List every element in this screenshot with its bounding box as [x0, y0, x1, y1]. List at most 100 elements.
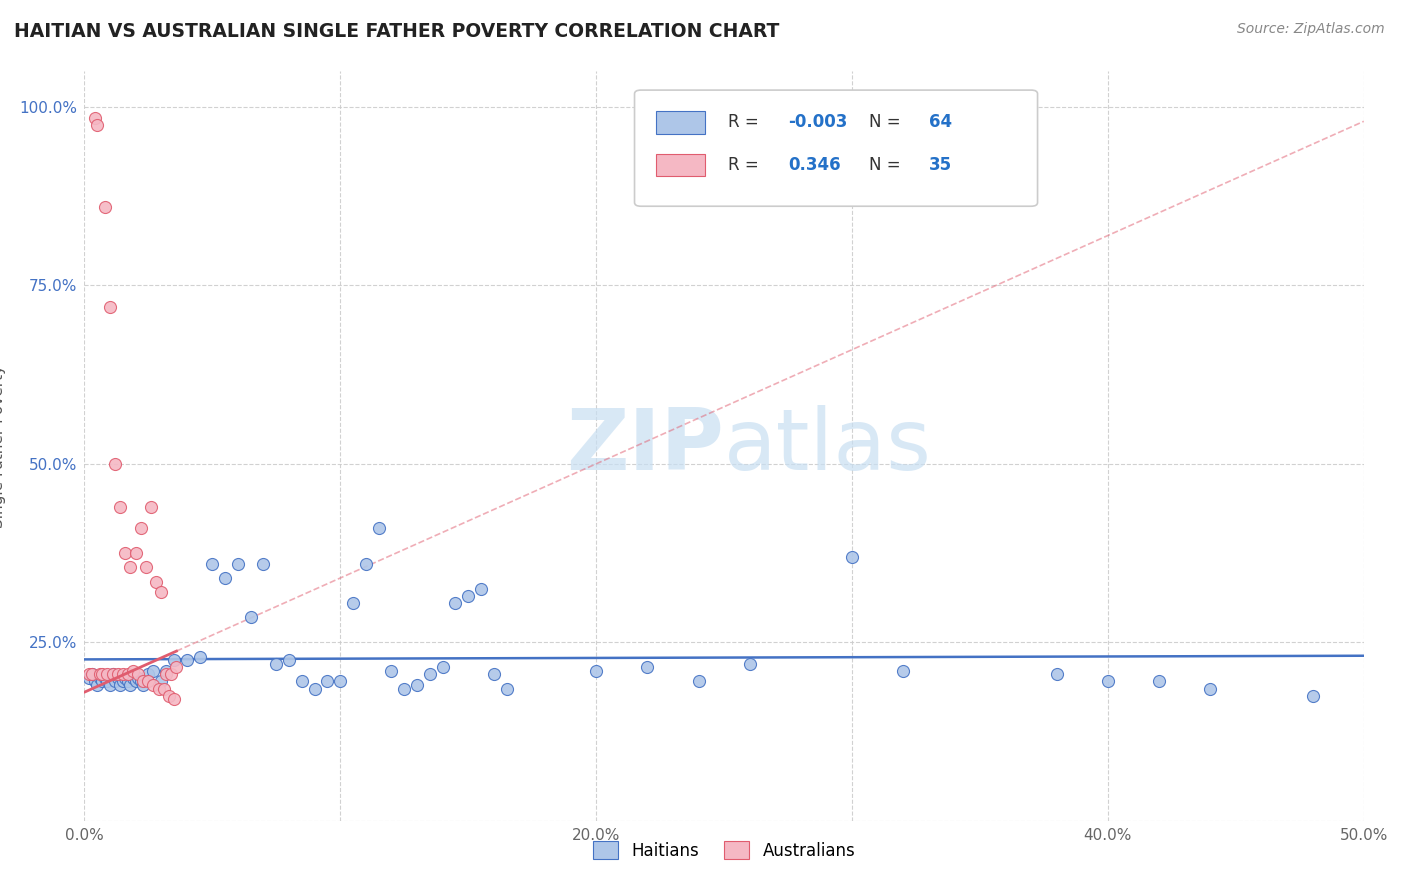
- Point: [98, 678, 121, 692]
- Point: [80, 667, 103, 681]
- Point: [94, 671, 117, 685]
- Point: [83, 111, 105, 125]
- Y-axis label: Single Father Poverty: Single Father Poverty: [0, 365, 6, 527]
- Point: [138, 674, 160, 689]
- Point: [98, 300, 121, 314]
- Point: [1046, 667, 1069, 681]
- Point: [135, 560, 157, 574]
- Point: [120, 678, 142, 692]
- Point: [114, 671, 136, 685]
- Point: [80, 667, 103, 681]
- Point: [129, 521, 152, 535]
- Point: [89, 667, 111, 681]
- Point: [138, 667, 160, 681]
- Point: [155, 667, 177, 681]
- Point: [132, 674, 155, 689]
- Legend: Haitians, Australians: Haitians, Australians: [586, 835, 862, 866]
- Point: [104, 674, 127, 689]
- Point: [278, 653, 301, 667]
- Point: [101, 667, 124, 681]
- Point: [166, 660, 188, 674]
- Point: [111, 674, 134, 689]
- Point: [1097, 674, 1119, 689]
- Point: [1302, 689, 1324, 703]
- Point: [176, 653, 198, 667]
- Point: [432, 660, 454, 674]
- Text: Source: ZipAtlas.com: Source: ZipAtlas.com: [1237, 22, 1385, 37]
- Point: [201, 557, 224, 571]
- Point: [91, 674, 114, 689]
- Text: HAITIAN VS AUSTRALIAN SINGLE FATHER POVERTY CORRELATION CHART: HAITIAN VS AUSTRALIAN SINGLE FATHER POVE…: [14, 22, 779, 41]
- Point: [214, 571, 236, 585]
- Text: N =: N =: [869, 156, 905, 174]
- Point: [145, 574, 167, 589]
- Point: [86, 118, 108, 132]
- Point: [79, 667, 101, 681]
- Point: [83, 674, 105, 689]
- Point: [127, 671, 149, 685]
- Point: [891, 664, 914, 678]
- Point: [120, 560, 142, 574]
- Point: [104, 457, 127, 471]
- Point: [482, 667, 505, 681]
- Point: [188, 649, 211, 664]
- Point: [148, 681, 170, 696]
- Point: [89, 671, 111, 685]
- Point: [101, 667, 124, 681]
- Point: [841, 549, 863, 564]
- Point: [122, 671, 145, 685]
- Point: [107, 667, 129, 681]
- Point: [157, 689, 180, 703]
- Point: [79, 671, 101, 685]
- Point: [495, 681, 517, 696]
- Point: [226, 557, 249, 571]
- Point: [132, 678, 155, 692]
- Point: [96, 667, 118, 681]
- Point: [107, 671, 129, 685]
- Point: [114, 546, 136, 560]
- Point: [239, 610, 262, 624]
- Point: [94, 200, 117, 214]
- Point: [139, 500, 162, 514]
- Point: [152, 681, 174, 696]
- Point: [163, 653, 186, 667]
- Text: -0.003: -0.003: [789, 113, 848, 131]
- Point: [129, 674, 152, 689]
- Point: [585, 664, 607, 678]
- Text: ZIP: ZIP: [567, 404, 724, 488]
- Text: atlas: atlas: [724, 404, 932, 488]
- Text: R =: R =: [728, 113, 763, 131]
- Point: [117, 667, 139, 681]
- Point: [342, 596, 364, 610]
- Point: [444, 596, 467, 610]
- Point: [304, 681, 326, 696]
- Point: [91, 667, 114, 681]
- Point: [163, 692, 186, 706]
- Point: [150, 585, 173, 599]
- Point: [124, 674, 146, 689]
- Point: [111, 667, 134, 681]
- Point: [316, 674, 339, 689]
- Point: [124, 546, 146, 560]
- Point: [155, 664, 177, 678]
- Point: [122, 664, 145, 678]
- Point: [394, 681, 416, 696]
- Point: [367, 521, 389, 535]
- Point: [160, 667, 183, 681]
- Point: [108, 500, 131, 514]
- Point: [291, 674, 314, 689]
- Point: [419, 667, 441, 681]
- Point: [406, 678, 429, 692]
- Point: [688, 674, 710, 689]
- Point: [264, 657, 288, 671]
- Point: [252, 557, 274, 571]
- Point: [329, 674, 352, 689]
- Point: [86, 678, 108, 692]
- Point: [142, 678, 165, 692]
- Point: [96, 674, 118, 689]
- Point: [1199, 681, 1222, 696]
- Text: R =: R =: [728, 156, 763, 174]
- Point: [142, 664, 165, 678]
- Text: 0.346: 0.346: [789, 156, 841, 174]
- FancyBboxPatch shape: [634, 90, 1038, 206]
